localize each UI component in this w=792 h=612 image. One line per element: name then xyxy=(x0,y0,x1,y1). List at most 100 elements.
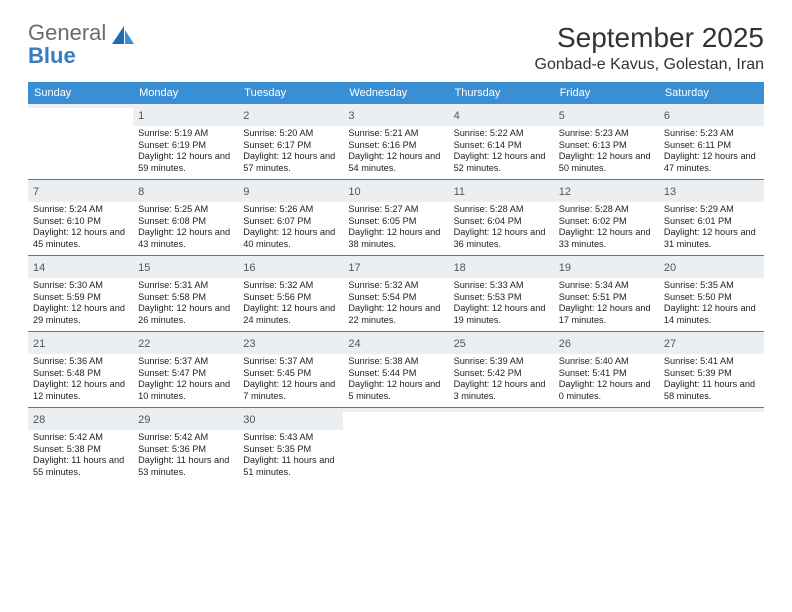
daynum-band: 1 xyxy=(133,104,238,126)
day-detail-line: Sunset: 5:54 PM xyxy=(348,292,443,304)
day-detail-line: Daylight: 12 hours and 14 minutes. xyxy=(664,303,759,326)
day-details: Sunrise: 5:39 AMSunset: 5:42 PMDaylight:… xyxy=(454,356,549,402)
week-row: 21Sunrise: 5:36 AMSunset: 5:48 PMDayligh… xyxy=(28,332,764,408)
day-detail-line: Sunset: 5:36 PM xyxy=(138,444,233,456)
day-cell: 17 Sunrise: 5:32 AMSunset: 5:54 PMDayligh… xyxy=(343,256,448,331)
day-cell xyxy=(343,408,448,483)
day-detail-line: Daylight: 12 hours and 43 minutes. xyxy=(138,227,233,250)
day-detail-line: Sunrise: 5:42 AM xyxy=(138,432,233,444)
day-details: Sunrise: 5:30 AMSunset: 5:59 PMDaylight:… xyxy=(33,280,128,326)
day-cell: 20Sunrise: 5:35 AMSunset: 5:50 PMDayligh… xyxy=(659,256,764,331)
day-detail-line: Sunset: 5:47 PM xyxy=(138,368,233,380)
day-detail-line: Sunrise: 5:23 AM xyxy=(664,128,759,140)
day-detail-line: Sunset: 5:45 PM xyxy=(243,368,338,380)
day-number: 15 xyxy=(138,262,150,274)
day-details: Sunrise: 5:25 AMSunset: 6:08 PMDaylight:… xyxy=(138,204,233,250)
day-number: 18 xyxy=(454,262,466,274)
day-cell: 13Sunrise: 5:29 AMSunset: 6:01 PMDayligh… xyxy=(659,180,764,255)
day-cell: 14 Sunrise: 5:30 AMSunset: 5:59 PMDayligh… xyxy=(28,256,133,331)
day-detail-line: Sunset: 6:08 PM xyxy=(138,216,233,228)
day-details: Sunrise: 5:34 AMSunset: 5:51 PMDaylight:… xyxy=(559,280,654,326)
daynum-band: 9 xyxy=(238,180,343,202)
day-cell: 23Sunrise: 5:37 AMSunset: 5:45 PMDayligh… xyxy=(238,332,343,407)
day-number: 17 xyxy=(348,262,360,274)
day-number: 14 xyxy=(33,262,45,274)
day-detail-line: Sunrise: 5:25 AM xyxy=(138,204,233,216)
day-number: 19 xyxy=(559,262,571,274)
day-detail-line: Sunrise: 5:26 AM xyxy=(243,204,338,216)
day-number: 8 xyxy=(138,186,144,198)
day-detail-line: Sunset: 5:38 PM xyxy=(33,444,128,456)
day-details: Sunrise: 5:24 AMSunset: 6:10 PMDaylight:… xyxy=(33,204,128,250)
day-number: 27 xyxy=(664,338,676,350)
day-detail-line: Sunset: 6:01 PM xyxy=(664,216,759,228)
day-detail-line: Sunrise: 5:30 AM xyxy=(33,280,128,292)
daynum-band xyxy=(343,408,448,412)
day-detail-line: Sunset: 5:48 PM xyxy=(33,368,128,380)
day-detail-line: Sunrise: 5:42 AM xyxy=(33,432,128,444)
day-cell xyxy=(28,104,133,179)
day-detail-line: Daylight: 12 hours and 31 minutes. xyxy=(664,227,759,250)
day-detail-line: Daylight: 12 hours and 59 minutes. xyxy=(138,151,233,174)
daynum-band: 29 xyxy=(133,408,238,430)
week-row: 1Sunrise: 5:19 AMSunset: 6:19 PMDaylight… xyxy=(28,104,764,180)
day-detail-line: Daylight: 12 hours and 3 minutes. xyxy=(454,379,549,402)
day-detail-line: Sunrise: 5:28 AM xyxy=(454,204,549,216)
daynum-band: 25 xyxy=(449,332,554,354)
day-details: Sunrise: 5:42 AMSunset: 5:36 PMDaylight:… xyxy=(138,432,233,478)
day-cell: 15 Sunrise: 5:31 AMSunset: 5:58 PMDayligh… xyxy=(133,256,238,331)
day-number: 1 xyxy=(138,110,144,122)
day-detail-line: Sunrise: 5:33 AM xyxy=(454,280,549,292)
title-block: September 2025 Gonbad-e Kavus, Golestan,… xyxy=(535,22,764,74)
day-detail-line: Daylight: 12 hours and 52 minutes. xyxy=(454,151,549,174)
day-cell: 16Sunrise: 5:32 AMSunset: 5:56 PMDayligh… xyxy=(238,256,343,331)
daynum-band: 13 xyxy=(659,180,764,202)
day-details: Sunrise: 5:36 AMSunset: 5:48 PMDaylight:… xyxy=(33,356,128,402)
dow-friday: Friday xyxy=(554,82,659,104)
day-number: 12 xyxy=(559,186,571,198)
day-number: 25 xyxy=(454,338,466,350)
day-detail-line: Sunset: 6:17 PM xyxy=(243,140,338,152)
daynum-band: 14 xyxy=(28,256,133,278)
day-details: Sunrise: 5:32 AMSunset: 5:54 PMDaylight:… xyxy=(348,280,443,326)
day-detail-line: Sunset: 6:16 PM xyxy=(348,140,443,152)
day-details: Sunrise: 5:23 AMSunset: 6:11 PMDaylight:… xyxy=(664,128,759,174)
daynum-band: 15 xyxy=(133,256,238,278)
day-detail-line: Sunset: 5:59 PM xyxy=(33,292,128,304)
day-number: 16 xyxy=(243,262,255,274)
day-detail-line: Daylight: 12 hours and 0 minutes. xyxy=(559,379,654,402)
day-cell: 3Sunrise: 5:21 AMSunset: 6:16 PMDaylight… xyxy=(343,104,448,179)
day-cell: 22Sunrise: 5:37 AMSunset: 5:47 PMDayligh… xyxy=(133,332,238,407)
day-detail-line: Sunset: 5:42 PM xyxy=(454,368,549,380)
day-detail-line: Daylight: 12 hours and 5 minutes. xyxy=(348,379,443,402)
daynum-band xyxy=(554,408,659,412)
day-details: Sunrise: 5:22 AMSunset: 6:14 PMDaylight:… xyxy=(454,128,549,174)
day-cell: 26Sunrise: 5:40 AMSunset: 5:41 PMDayligh… xyxy=(554,332,659,407)
day-cell: 7 Sunrise: 5:24 AMSunset: 6:10 PMDaylight… xyxy=(28,180,133,255)
day-number: 23 xyxy=(243,338,255,350)
day-cell: 8 Sunrise: 5:25 AMSunset: 6:08 PMDaylight… xyxy=(133,180,238,255)
day-details: Sunrise: 5:33 AMSunset: 5:53 PMDaylight:… xyxy=(454,280,549,326)
daynum-band: 20 xyxy=(659,256,764,278)
daynum-band xyxy=(28,104,133,108)
day-detail-line: Sunrise: 5:34 AM xyxy=(559,280,654,292)
day-detail-line: Sunset: 6:13 PM xyxy=(559,140,654,152)
day-detail-line: Daylight: 12 hours and 29 minutes. xyxy=(33,303,128,326)
day-of-week-header: Sunday Monday Tuesday Wednesday Thursday… xyxy=(28,82,764,104)
daynum-band: 24 xyxy=(343,332,448,354)
day-detail-line: Sunrise: 5:40 AM xyxy=(559,356,654,368)
day-cell: 24Sunrise: 5:38 AMSunset: 5:44 PMDayligh… xyxy=(343,332,448,407)
daynum-band: 21 xyxy=(28,332,133,354)
day-number: 7 xyxy=(33,186,39,198)
daynum-band: 10 xyxy=(343,180,448,202)
day-detail-line: Sunrise: 5:36 AM xyxy=(33,356,128,368)
day-details: Sunrise: 5:28 AMSunset: 6:02 PMDaylight:… xyxy=(559,204,654,250)
day-details: Sunrise: 5:38 AMSunset: 5:44 PMDaylight:… xyxy=(348,356,443,402)
day-detail-line: Sunrise: 5:27 AM xyxy=(348,204,443,216)
day-details: Sunrise: 5:31 AMSunset: 5:58 PMDaylight:… xyxy=(138,280,233,326)
day-detail-line: Sunset: 6:11 PM xyxy=(664,140,759,152)
day-number: 13 xyxy=(664,186,676,198)
day-detail-line: Sunrise: 5:21 AM xyxy=(348,128,443,140)
header: General Blue September 2025 Gonbad-e Kav… xyxy=(28,22,764,74)
week-row: 28Sunrise: 5:42 AMSunset: 5:38 PMDayligh… xyxy=(28,408,764,483)
